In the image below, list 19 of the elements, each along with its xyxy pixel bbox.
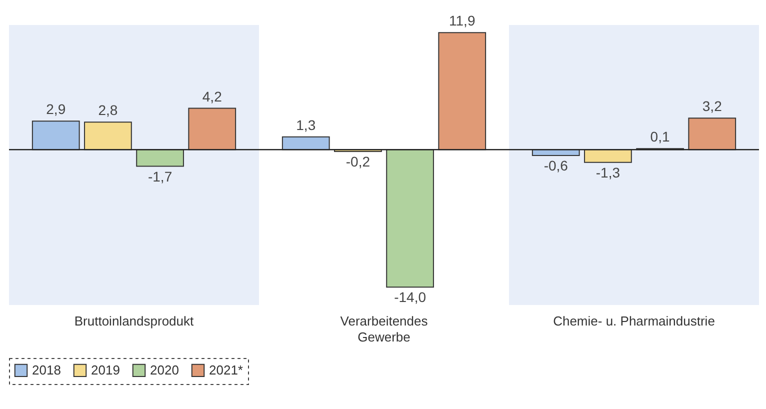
x-tick-label: Chemie- u. Pharmaindustrie (553, 314, 715, 328)
data-label: 1,3 (296, 116, 316, 133)
legend-label: 2018 (32, 362, 61, 378)
data-label: -1,3 (596, 164, 620, 180)
data-label: -14,0 (394, 289, 426, 306)
data-label: 4,2 (202, 88, 222, 104)
x-tick-label: Bruttoinlandsprodukt (74, 314, 194, 328)
data-label: 11,9 (449, 12, 476, 29)
data-label: -0,2 (346, 154, 370, 170)
data-label: -1,7 (148, 168, 172, 184)
legend-label: 2021* (209, 362, 243, 378)
data-label: 3,2 (702, 98, 722, 114)
data-label: 2,8 (98, 102, 118, 118)
data-label: 0,1 (650, 128, 670, 145)
legend-label: 2019 (91, 362, 120, 378)
data-label: 2,9 (46, 101, 66, 118)
legend-label: 2020 (150, 362, 179, 378)
data-label: -0,6 (544, 157, 568, 174)
x-tick-label: Verarbeitendes Gewerbe (340, 314, 428, 344)
